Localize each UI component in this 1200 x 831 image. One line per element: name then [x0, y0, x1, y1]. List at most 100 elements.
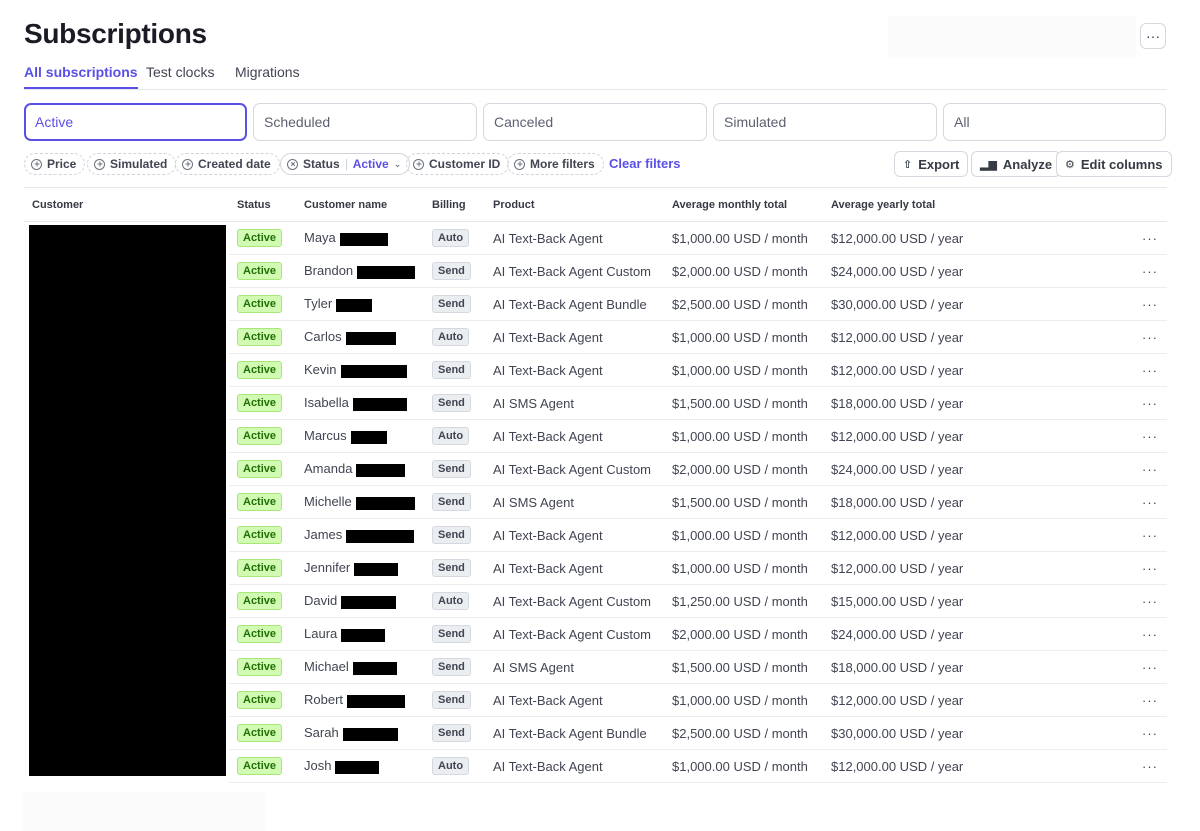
table-row[interactable]: Active Laura Send AI Text-Back Agent Custom… — [24, 617, 1167, 651]
row-actions-button[interactable]: ··· — [1133, 386, 1167, 420]
status-badge: Active — [237, 691, 283, 709]
segment-simulated[interactable]: Simulated — [713, 103, 937, 141]
row-actions-button[interactable]: ··· — [1133, 617, 1167, 651]
segment-scheduled[interactable]: Scheduled — [253, 103, 477, 141]
row-actions-button[interactable]: ··· — [1133, 353, 1167, 387]
tab-all-subscriptions[interactable]: All subscriptions — [24, 64, 138, 89]
filter-price[interactable]: Price — [24, 153, 86, 175]
billing-cell: Auto — [424, 584, 485, 618]
tab-test-clocks[interactable]: Test clocks — [146, 64, 215, 80]
status-badge: Active — [237, 757, 283, 775]
product-cell: AI Text-Back Agent — [485, 551, 664, 585]
table-row[interactable]: Active Maya Auto AI Text-Back Agent $1,000.0… — [24, 221, 1167, 255]
table-body: Active Maya Auto AI Text-Back Agent $1,000.0… — [24, 221, 1167, 783]
row-actions-button[interactable]: ··· — [1133, 518, 1167, 552]
table-row[interactable]: Active James Send AI Text-Back Agent $1,000.… — [24, 518, 1167, 552]
column-header-average-yearly-total[interactable]: Average yearly total — [823, 187, 1133, 222]
row-actions-button[interactable]: ··· — [1133, 287, 1167, 321]
footer-blank-area — [22, 792, 266, 831]
row-actions-button[interactable]: ··· — [1133, 254, 1167, 288]
billing-badge: Auto — [432, 757, 470, 775]
edit-columns-button[interactable]: ⚙ Edit columns — [1056, 151, 1172, 177]
plus-circle-icon — [182, 158, 193, 170]
row-actions-button[interactable]: ··· — [1133, 650, 1167, 684]
analyze-button[interactable]: ▂▆ Analyze — [971, 151, 1062, 177]
product-cell: AI Text-Back Agent — [485, 221, 664, 255]
column-header-average-monthly-total[interactable]: Average monthly total — [664, 187, 823, 222]
status-cell: Active — [229, 386, 296, 420]
table-row[interactable]: Active Brandon Send AI Text-Back Agent Cust… — [24, 254, 1167, 288]
column-header-product[interactable]: Product — [485, 187, 664, 222]
column-header-billing[interactable]: Billing — [424, 187, 485, 222]
table-row[interactable]: Active Robert Send AI Text-Back Agent $1,000… — [24, 683, 1167, 717]
filter-customer-id[interactable]: Customer ID — [406, 153, 510, 175]
customer-last-name-redaction — [336, 298, 373, 312]
segment-active[interactable]: Active — [24, 103, 247, 141]
table-row[interactable]: Active David Auto AI Text-Back Agent Custom… — [24, 584, 1167, 618]
status-cell: Active — [229, 617, 296, 651]
ellipsis-icon: ··· — [1142, 626, 1158, 642]
segment-canceled[interactable]: Canceled — [483, 103, 707, 141]
table-row[interactable]: Active Kevin Send AI Text-Back Agent $1,000.… — [24, 353, 1167, 387]
export-button[interactable]: ⇧ Export — [894, 151, 969, 177]
row-actions-button[interactable]: ··· — [1133, 320, 1167, 354]
table-row[interactable]: Active Michael Send AI SMS Agent $1,500.00 U… — [24, 650, 1167, 684]
row-actions-button[interactable]: ··· — [1133, 683, 1167, 717]
table-row[interactable]: Active Tyler Send AI Text-Back Agent Bundle… — [24, 287, 1167, 321]
remove-circle-icon[interactable] — [287, 158, 298, 170]
column-header-customer[interactable]: Customer — [24, 187, 229, 222]
row-actions-button[interactable]: ··· — [1133, 221, 1167, 255]
filter-more[interactable]: More filters — [507, 153, 604, 175]
status-badge: Active — [237, 559, 283, 577]
column-header-status[interactable]: Status — [229, 187, 296, 222]
filter-created-date-label: Created date — [198, 157, 271, 171]
tab-migrations[interactable]: Migrations — [235, 64, 300, 80]
filter-price-label: Price — [47, 157, 77, 171]
ellipsis-icon: ··· — [1142, 230, 1158, 246]
filter-simulated[interactable]: Simulated — [87, 153, 177, 175]
row-actions-button[interactable]: ··· — [1133, 716, 1167, 750]
more-options-button[interactable]: ··· — [1140, 23, 1166, 49]
yearly-total-cell: $12,000.00 USD / year — [823, 221, 1133, 255]
clear-filters-link[interactable]: Clear filters — [609, 156, 681, 171]
table-row[interactable]: Active Sarah Send AI Text-Back Agent Bundle… — [24, 716, 1167, 750]
row-actions-button[interactable]: ··· — [1133, 551, 1167, 585]
filter-status[interactable]: Status Active ⌄ — [280, 153, 411, 175]
row-actions-button[interactable]: ··· — [1133, 584, 1167, 618]
row-actions-button[interactable]: ··· — [1133, 452, 1167, 486]
customer-column-redaction — [29, 225, 226, 776]
row-actions-button[interactable]: ··· — [1133, 485, 1167, 519]
customer-first-name: Isabella — [304, 395, 349, 411]
yearly-total-cell: $24,000.00 USD / year — [823, 452, 1133, 486]
monthly-total-cell: $2,000.00 USD / month — [664, 254, 823, 288]
filter-created-date[interactable]: Created date — [175, 153, 280, 175]
status-badge: Active — [237, 625, 283, 643]
billing-badge: Send — [432, 493, 471, 511]
billing-badge: Send — [432, 526, 471, 544]
table-row[interactable]: Active Marcus Auto AI Text-Back Agent $1,000… — [24, 419, 1167, 453]
billing-cell: Send — [424, 617, 485, 651]
segment-all[interactable]: All — [943, 103, 1166, 141]
status-badge: Active — [237, 592, 283, 610]
row-actions-button[interactable]: ··· — [1133, 749, 1167, 783]
table-row[interactable]: Active Isabella Send AI SMS Agent $1,500.00 … — [24, 386, 1167, 420]
plus-circle-icon — [413, 158, 424, 170]
monthly-total-cell: $1,000.00 USD / month — [664, 518, 823, 552]
table-row[interactable]: Active Amanda Send AI Text-Back Agent Custo… — [24, 452, 1167, 486]
table-row[interactable]: Active Josh Auto AI Text-Back Agent $1,000.0… — [24, 749, 1167, 783]
column-header-customer-name[interactable]: Customer name — [296, 187, 424, 222]
table-row[interactable]: Active Jennifer Send AI Text-Back Agent $1,0… — [24, 551, 1167, 585]
billing-cell: Send — [424, 353, 485, 387]
ellipsis-icon: ··· — [1142, 461, 1158, 477]
customer-name-cell: Kevin — [296, 353, 424, 387]
yearly-total-cell: $12,000.00 USD / year — [823, 518, 1133, 552]
customer-last-name-redaction — [350, 430, 387, 444]
customer-first-name: Tyler — [304, 296, 333, 312]
status-badge: Active — [237, 460, 283, 478]
filter-more-label: More filters — [530, 157, 595, 171]
billing-cell: Send — [424, 650, 485, 684]
row-actions-button[interactable]: ··· — [1133, 419, 1167, 453]
customer-name-cell: Jennifer — [296, 551, 424, 585]
table-row[interactable]: Active Michelle Send AI SMS Agent $1,500.00 … — [24, 485, 1167, 519]
table-row[interactable]: Active Carlos Auto AI Text-Back Agent $1,000… — [24, 320, 1167, 354]
